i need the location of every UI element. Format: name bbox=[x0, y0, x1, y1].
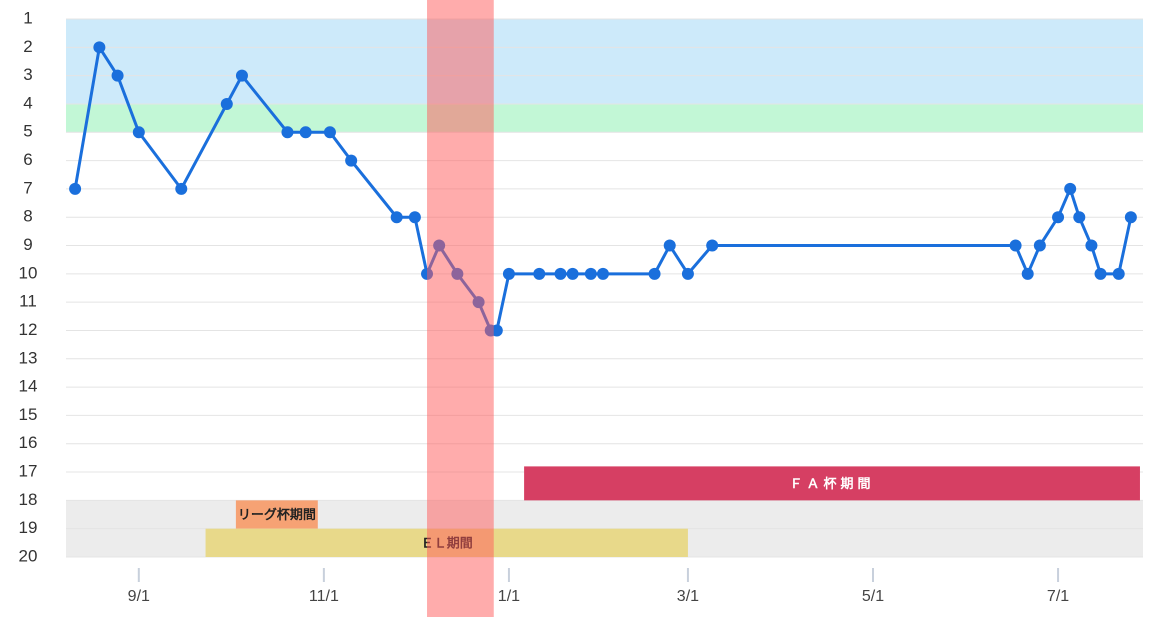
x-tick-label: 3/1 bbox=[677, 588, 699, 605]
data-point bbox=[1094, 267, 1107, 280]
y-tick-label: 12 bbox=[19, 320, 38, 339]
data-point bbox=[281, 126, 294, 139]
data-point bbox=[1073, 211, 1086, 224]
x-tick-label: 11/1 bbox=[309, 588, 339, 605]
data-point bbox=[345, 154, 358, 167]
y-tick-label: 15 bbox=[19, 405, 38, 424]
data-point bbox=[1064, 182, 1077, 195]
y-tick-label: 2 bbox=[23, 37, 32, 56]
data-point bbox=[554, 267, 567, 280]
y-tick-label: 1 bbox=[23, 8, 32, 27]
data-point bbox=[502, 267, 515, 280]
data-point bbox=[69, 182, 82, 195]
x-tick-label: 7/1 bbox=[1047, 588, 1069, 605]
y-tick-label: 9 bbox=[23, 235, 32, 254]
data-point bbox=[408, 211, 421, 224]
x-tick-label: 9/1 bbox=[128, 588, 150, 605]
y-tick-label: 18 bbox=[19, 490, 38, 509]
data-point bbox=[490, 324, 503, 337]
data-point bbox=[323, 126, 336, 139]
y-tick-label: 20 bbox=[19, 546, 38, 565]
data-point bbox=[584, 267, 597, 280]
y-tick-label: 11 bbox=[19, 292, 37, 311]
data-point bbox=[299, 126, 312, 139]
data-point bbox=[566, 267, 579, 280]
zone-band bbox=[66, 103, 1143, 133]
data-point bbox=[235, 69, 248, 82]
data-point bbox=[132, 126, 145, 139]
y-tick-label: 6 bbox=[23, 150, 32, 169]
data-point bbox=[1085, 239, 1098, 252]
y-tick-label: 5 bbox=[23, 122, 32, 141]
data-point bbox=[390, 211, 403, 224]
data-point bbox=[533, 267, 546, 280]
y-tick-label: 10 bbox=[19, 263, 38, 282]
data-point bbox=[681, 267, 694, 280]
data-point bbox=[1112, 267, 1125, 280]
highlight-band bbox=[427, 0, 494, 617]
data-point bbox=[663, 239, 676, 252]
y-tick-label: 17 bbox=[19, 462, 38, 481]
zone-band bbox=[66, 19, 1143, 104]
period-bar bbox=[524, 466, 1140, 501]
y-tick-label: 7 bbox=[23, 178, 32, 197]
data-point bbox=[1124, 211, 1137, 224]
data-point bbox=[1009, 239, 1022, 252]
data-point bbox=[1052, 211, 1065, 224]
data-point bbox=[220, 97, 233, 110]
data-point bbox=[111, 69, 124, 82]
x-tick-label: 1/1 bbox=[498, 588, 520, 605]
y-tick-label: 8 bbox=[23, 207, 32, 226]
x-tick-label: 5/1 bbox=[862, 588, 884, 605]
period-bar bbox=[235, 500, 318, 529]
data-point bbox=[648, 267, 661, 280]
y-tick-label: 13 bbox=[19, 348, 38, 367]
period-label: ＦＡ杯期間 bbox=[790, 476, 875, 491]
y-tick-label: 4 bbox=[23, 93, 32, 112]
data-point bbox=[706, 239, 719, 252]
data-point bbox=[175, 182, 188, 195]
data-point bbox=[93, 41, 106, 54]
period-label: リーグ杯期間 bbox=[238, 507, 316, 522]
y-tick-label: 16 bbox=[19, 433, 38, 452]
data-point bbox=[1033, 239, 1046, 252]
data-point bbox=[1021, 267, 1034, 280]
y-tick-label: 3 bbox=[23, 65, 32, 84]
y-tick-label: 19 bbox=[19, 518, 38, 537]
data-point bbox=[596, 267, 609, 280]
y-tick-label: 14 bbox=[19, 377, 38, 396]
